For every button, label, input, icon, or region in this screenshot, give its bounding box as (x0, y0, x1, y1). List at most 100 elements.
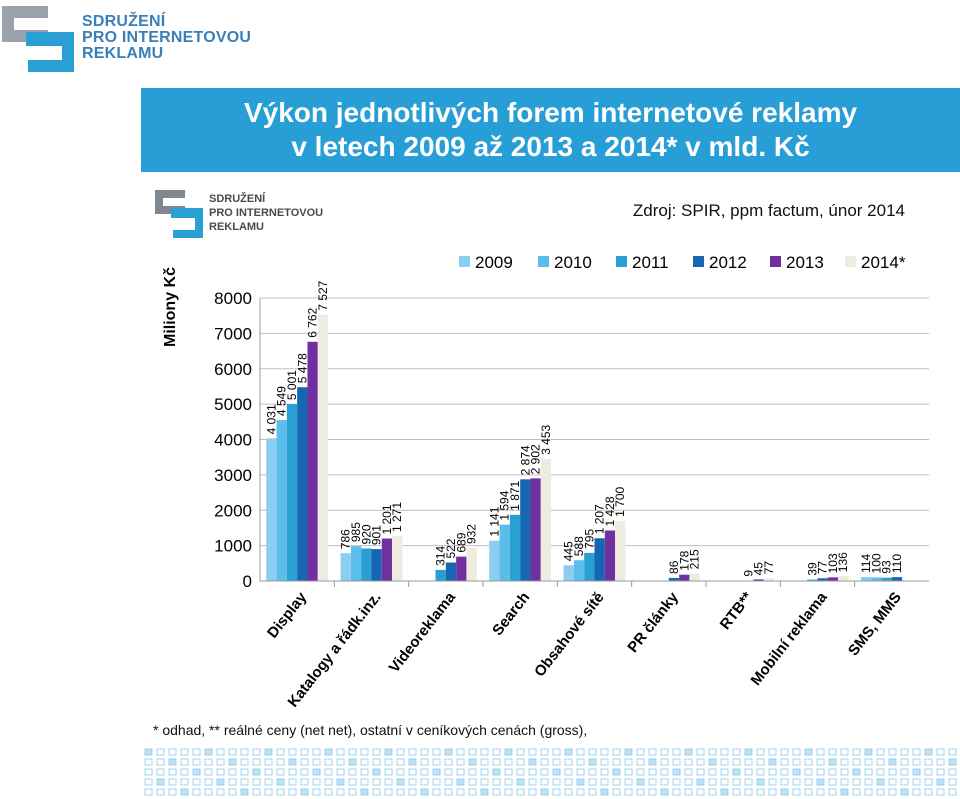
bar (297, 387, 308, 581)
bar (371, 549, 382, 581)
data-label: 93 (880, 560, 894, 574)
y-tick-label: 6000 (214, 360, 252, 379)
bar (466, 548, 477, 581)
bar (615, 520, 626, 581)
data-label: 39 (805, 562, 819, 576)
x-tick-label: Search (489, 589, 533, 639)
data-label: 1 141 (487, 506, 501, 536)
data-label: 4 549 (275, 386, 289, 416)
data-label: 588 (572, 536, 586, 556)
chart-title: Výkon jednotlivých forem internetové rek… (141, 96, 960, 164)
y-axis-ticks: 0 1000 2000 3000 4000 5000 6000 7000 8000 (214, 289, 252, 591)
y-tick-label: 2000 (214, 501, 252, 520)
y-tick-label: 1000 (214, 537, 252, 556)
data-label: 795 (582, 529, 596, 549)
bar (361, 548, 372, 581)
data-label: 5 478 (295, 353, 309, 383)
y-axis-label: Miliony Kč (162, 267, 179, 347)
x-tick-label: Obsahové sítě (531, 589, 608, 680)
bar (817, 578, 828, 581)
data-label: 1 700 (613, 487, 627, 517)
data-label: 1 871 (508, 480, 522, 510)
bar (381, 538, 393, 581)
title-band: Výkon jednotlivých forem internetové rek… (141, 88, 960, 172)
pattern-squares (144, 748, 957, 796)
data-label: 1 594 (498, 490, 512, 520)
data-label: 1 271 (390, 502, 404, 532)
bar (435, 569, 446, 581)
data-label: 5 001 (285, 370, 299, 400)
legend-swatch (538, 256, 549, 267)
y-tick-label: 0 (243, 572, 252, 591)
x-tick-label: RTB** (717, 589, 757, 633)
y-tick-label: 3000 (214, 466, 252, 485)
legend-label: 2013 (786, 253, 824, 272)
data-label: 920 (359, 524, 373, 544)
bar (392, 536, 403, 581)
bar-chart: SDRUŽENÍ PRO INTERNETOVOU REKLAMU Zdroj:… (155, 190, 929, 710)
source-text: Zdroj: SPIR, ppm factum, únor 2014 (633, 201, 905, 220)
legend-label: 2014* (861, 253, 906, 272)
bar (286, 404, 298, 581)
logo-text: SDRUŽENÍ PRO INTERNETOVOU REKLAMU (82, 14, 251, 62)
data-label: 4 031 (264, 404, 278, 434)
inner-logo-line-1: SDRUŽENÍ (209, 192, 266, 205)
bar (763, 578, 775, 581)
bar (563, 565, 574, 581)
bar (838, 576, 849, 581)
bar (807, 579, 818, 581)
bar (540, 458, 552, 581)
spir-logo-icon (2, 6, 74, 72)
footnote: * odhad, ** reálné ceny (net net), ostat… (153, 722, 588, 738)
bar (489, 540, 500, 581)
bar (499, 524, 510, 581)
bar (456, 556, 467, 581)
legend-label: 2009 (475, 253, 513, 272)
bar (679, 574, 690, 581)
bars (266, 314, 903, 582)
bar (594, 538, 605, 581)
data-label: 103 (826, 553, 840, 573)
data-label: 178 (677, 550, 691, 570)
inner-logo-line-2: PRO INTERNETOVOU (209, 207, 323, 219)
logo-line-1: SDRUŽENÍ (82, 13, 166, 30)
bar (871, 577, 882, 581)
data-label: 1 207 (593, 504, 607, 534)
data-label: 136 (836, 552, 850, 572)
x-tick-label: Videoreklama (386, 588, 460, 676)
y-tick-label: 8000 (214, 289, 252, 308)
data-label: 2 902 (529, 444, 543, 474)
bar (604, 530, 616, 581)
data-label: 215 (688, 549, 702, 569)
legend-swatch (845, 256, 856, 267)
logo-line-3: REKLAMU (82, 45, 164, 62)
data-label: 9 (741, 570, 755, 577)
data-label: 689 (454, 532, 468, 552)
data-label: 786 (339, 529, 353, 549)
data-label: 522 (444, 538, 458, 558)
data-label: 445 (562, 541, 576, 561)
bar (317, 314, 329, 581)
bar (881, 577, 892, 581)
y-tick-label: 5000 (214, 395, 252, 414)
data-label: 77 (762, 561, 776, 575)
data-label: 1 428 (603, 496, 617, 526)
legend-label: 2012 (709, 253, 747, 272)
inner-logo: SDRUŽENÍ PRO INTERNETOVOU REKLAMU (155, 190, 323, 238)
axes (259, 298, 929, 587)
chart-panel: SDRUŽENÍ PRO INTERNETOVOU REKLAMU Zdroj:… (141, 172, 960, 745)
logo-line-2: PRO INTERNETOVOU (82, 29, 252, 46)
data-label: 114 (859, 554, 873, 573)
x-tick-label: Display (264, 588, 311, 641)
bar (520, 479, 531, 581)
bar (276, 420, 287, 581)
legend-label: 2011 (632, 253, 669, 272)
data-label: 45 (752, 562, 766, 576)
inner-logo-line-3: REKLAMU (209, 221, 264, 233)
title-line-2: v letech 2009 až 2013 a 2014* v mld. Kč (291, 131, 810, 162)
x-tick-label: PR články (624, 588, 682, 655)
data-label: 86 (667, 560, 681, 574)
bar (827, 577, 839, 581)
bar (584, 552, 595, 581)
